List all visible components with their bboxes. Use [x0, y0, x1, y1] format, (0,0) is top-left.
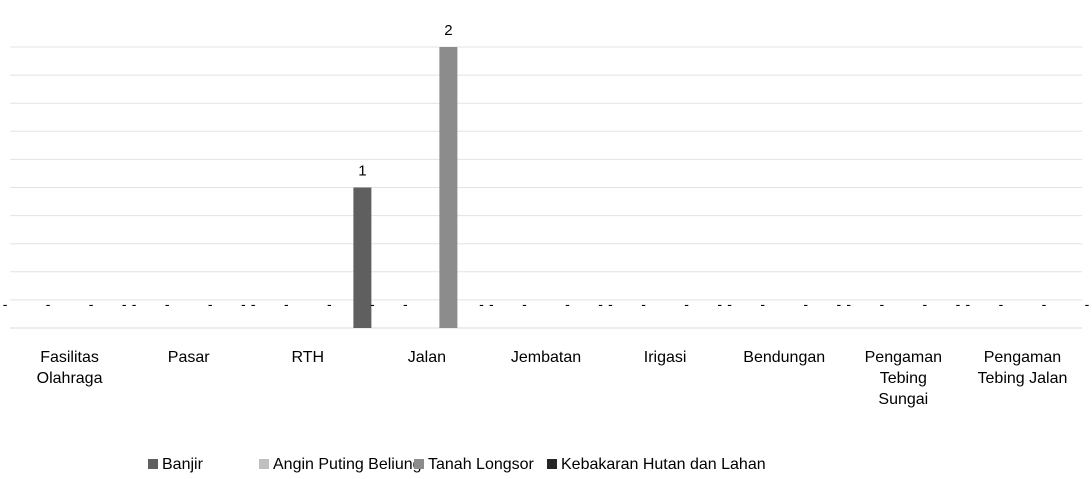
data-label-zero: -	[89, 296, 94, 312]
legend-label: Banjir	[162, 456, 204, 473]
legend-swatch	[259, 459, 269, 469]
category-label-line: Fasilitas	[40, 349, 99, 366]
category-label-line: Olahraga	[37, 370, 103, 387]
gridlines	[10, 46, 1082, 329]
data-label-zero: -	[327, 296, 332, 312]
category-label-line: Jalan	[408, 349, 446, 366]
bars	[353, 47, 458, 328]
data-label-zero: -	[803, 296, 808, 312]
category-label-line: Irigasi	[644, 349, 687, 366]
category-labels: Fasilitas Olahraga Pasar RTH Jalan Jembatan Ir…	[37, 349, 1068, 408]
legend-swatch	[148, 459, 158, 469]
data-label-zero: -	[241, 296, 246, 312]
category-label: Pengaman Tebing Sungai	[865, 349, 942, 408]
category-label-line: Jembatan	[511, 349, 581, 366]
category-label-line: Tebing Jalan	[978, 370, 1068, 387]
data-label-zero: -	[1085, 296, 1090, 312]
data-label: 2	[444, 22, 452, 39]
category-label-line: Tebing	[880, 370, 927, 387]
data-label-zero: -	[251, 296, 256, 312]
category-label-line: Sungai	[878, 391, 928, 408]
category-label-line: Pengaman	[865, 349, 942, 366]
bar-banjir	[353, 187, 372, 328]
data-label-zero: -	[284, 296, 289, 312]
data-label-zero: -	[1042, 296, 1047, 312]
legend: Banjir Angin Puting Beliung Tanah Longsor K…	[148, 456, 766, 473]
category-label: Jalan	[408, 349, 446, 366]
data-label-zero: -	[717, 296, 722, 312]
category-label-line: Pengaman	[984, 349, 1061, 366]
category-label: Fasilitas Olahraga	[37, 349, 103, 387]
data-label-zero: -	[641, 296, 646, 312]
category-label: Jembatan	[511, 349, 581, 366]
data-label-zero: -	[965, 296, 970, 312]
data-label-zero: -	[565, 296, 570, 312]
data-label-zero: -	[208, 296, 213, 312]
category-label: Irigasi	[644, 349, 687, 366]
legend-swatch	[547, 459, 557, 469]
category-label: Pasar	[168, 349, 210, 366]
data-label-zero: -	[999, 296, 1004, 312]
data-label-zero: -	[684, 296, 689, 312]
data-label-zero: -	[132, 296, 137, 312]
legend-label: Kebakaran Hutan dan Lahan	[561, 456, 766, 473]
data-label-zero: -	[165, 296, 170, 312]
legend-label: Angin Puting Beliung	[273, 456, 422, 473]
category-label-line: Pasar	[168, 349, 210, 366]
data-label-zero: -	[846, 296, 851, 312]
data-label-zero: -	[479, 296, 484, 312]
data-label: 1	[358, 163, 366, 180]
category-label-line: Bendungan	[743, 349, 825, 366]
data-label-zero: -	[760, 296, 765, 312]
data-label-zero: -	[727, 296, 732, 312]
data-label-zero: -	[879, 296, 884, 312]
category-label: Bendungan	[743, 349, 825, 366]
data-label-zero: -	[370, 296, 375, 312]
data-label-zero: -	[489, 296, 494, 312]
data-label-zero: -	[122, 296, 127, 312]
data-label-zero: -	[46, 296, 51, 312]
category-label: Pengaman Tebing Jalan	[978, 349, 1068, 387]
data-label-zero: -	[608, 296, 613, 312]
data-label-zero: -	[403, 296, 408, 312]
data-label-zero: -	[522, 296, 527, 312]
data-label-zero: -	[598, 296, 603, 312]
data-labels: - - - -- - - -- - - -1-2-- - - -- - - -- - - -- - - -- - - -	[3, 22, 1090, 312]
category-label: RTH	[291, 349, 324, 366]
category-label-line: RTH	[291, 349, 324, 366]
legend-swatch	[414, 459, 424, 469]
data-label-zero: -	[3, 296, 8, 312]
data-label-zero: -	[956, 296, 961, 312]
data-label-zero: -	[836, 296, 841, 312]
data-label-zero: -	[922, 296, 927, 312]
bar-tanah-longsor	[439, 47, 458, 328]
legend-label: Tanah Longsor	[428, 456, 535, 473]
